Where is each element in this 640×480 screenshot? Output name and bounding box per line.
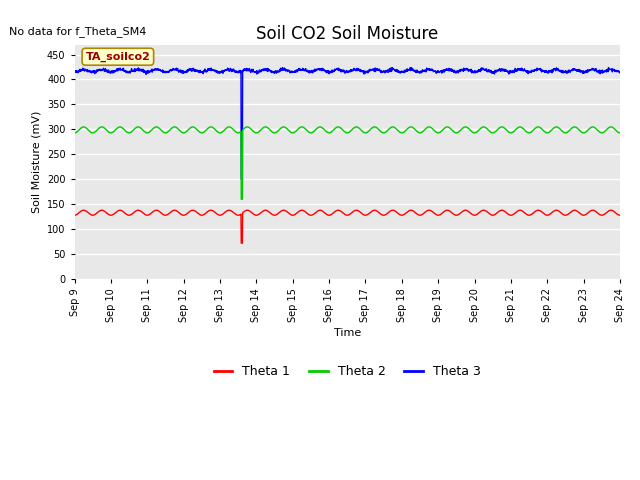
- Theta 2: [500, 125, 508, 131]
- Theta 3: [70, 69, 78, 74]
- Theta 2: [70, 130, 78, 136]
- Title: Soil CO2 Soil Moisture: Soil CO2 Soil Moisture: [256, 25, 438, 43]
- Theta 3: [500, 67, 508, 73]
- Theta 3: [605, 65, 612, 71]
- Theta 2: [601, 129, 609, 134]
- Line: Theta 2: Theta 2: [74, 127, 620, 199]
- Theta 1: [337, 208, 344, 214]
- Theta 2: [616, 130, 624, 136]
- Theta 2: [243, 124, 251, 130]
- Line: Theta 1: Theta 1: [74, 210, 620, 243]
- Theta 1: [600, 211, 608, 217]
- Theta 2: [600, 129, 608, 134]
- Theta 2: [337, 125, 344, 131]
- Theta 3: [99, 67, 106, 72]
- Theta 3: [600, 69, 608, 74]
- Theta 2: [99, 124, 106, 130]
- Theta 3: [237, 177, 245, 182]
- Theta 3: [322, 68, 330, 73]
- Text: No data for f_Theta_SM4: No data for f_Theta_SM4: [9, 26, 147, 36]
- Theta 3: [616, 70, 624, 75]
- Theta 1: [616, 212, 624, 218]
- Legend: Theta 1, Theta 2, Theta 3: Theta 1, Theta 2, Theta 3: [209, 360, 486, 384]
- Theta 2: [237, 196, 245, 202]
- Theta 2: [322, 128, 330, 134]
- Theta 1: [500, 208, 508, 214]
- Theta 1: [99, 207, 106, 213]
- Line: Theta 3: Theta 3: [74, 68, 620, 180]
- Theta 1: [237, 240, 245, 246]
- X-axis label: Time: Time: [333, 328, 361, 337]
- Theta 3: [600, 69, 608, 75]
- Theta 3: [336, 67, 344, 73]
- Text: TA_soilco2: TA_soilco2: [85, 52, 150, 62]
- Theta 1: [322, 211, 330, 216]
- Theta 1: [601, 211, 609, 217]
- Y-axis label: Soil Moisture (mV): Soil Moisture (mV): [31, 110, 42, 213]
- Theta 1: [70, 212, 78, 218]
- Theta 1: [243, 207, 251, 213]
